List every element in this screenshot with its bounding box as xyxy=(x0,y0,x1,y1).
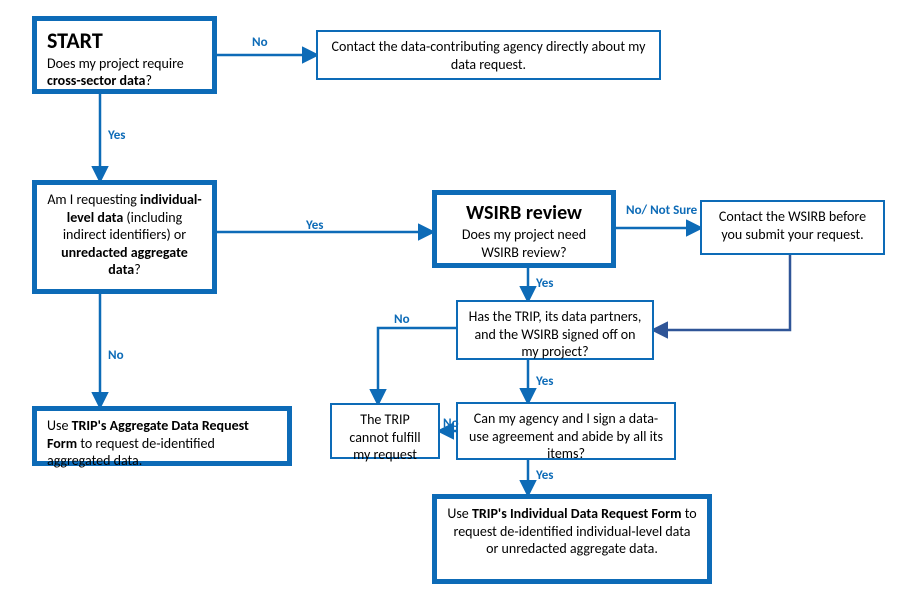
edge-label: Yes xyxy=(108,128,125,143)
edge-label: Yes xyxy=(536,468,553,483)
edge-arrow xyxy=(654,255,790,330)
edge-label: No xyxy=(443,416,459,431)
agree-text: Can my agency and I sign a data-use agre… xyxy=(469,410,663,462)
cannot-text: The TRIP cannot fulfill my request xyxy=(349,411,420,463)
contact-agency-node: Contact the data-contributing agency dir… xyxy=(316,30,661,80)
data-use-agreement-node: Can my agency and I sign a data-use agre… xyxy=(456,402,676,460)
contact-wsirb-node: Contact the WSIRB before you submit your… xyxy=(700,200,885,255)
individual-form-node: Use TRIP's Individual Data Request Form … xyxy=(432,494,712,584)
start-node: START Does my project require cross-sect… xyxy=(32,16,217,94)
edge-label: Yes xyxy=(536,374,553,389)
edge-label: Yes xyxy=(306,218,323,233)
wsirb-review-node: WSIRB review Does my project need WSIRB … xyxy=(432,190,616,268)
start-body: Does my project require cross-sector dat… xyxy=(47,55,202,90)
wsirb-body: Does my project need WSIRB review? xyxy=(447,226,601,261)
edge-label: Yes xyxy=(536,276,553,291)
edge-label: No xyxy=(252,35,268,50)
start-title: START xyxy=(47,27,202,55)
aggregate-form-node: Use TRIP's Aggregate Data Request Form t… xyxy=(32,406,292,466)
edge-label: No xyxy=(108,348,124,363)
contact-wsirb-text: Contact the WSIRB before you submit your… xyxy=(719,208,866,243)
wsirb-title: WSIRB review xyxy=(447,201,601,226)
contact-agency-text: Contact the data-contributing agency dir… xyxy=(332,38,646,73)
edge-label: No xyxy=(394,312,410,327)
cannot-fulfill-node: The TRIP cannot fulfill my request xyxy=(330,403,440,459)
signed-text: Has the TRIP, its data partners, and the… xyxy=(469,308,642,360)
individual-data-node: Am I requesting individual-level data (i… xyxy=(32,180,217,294)
edge-label: No/ Not Sure xyxy=(626,203,697,218)
edge-arrow xyxy=(378,328,456,403)
signed-off-node: Has the TRIP, its data partners, and the… xyxy=(456,300,654,360)
